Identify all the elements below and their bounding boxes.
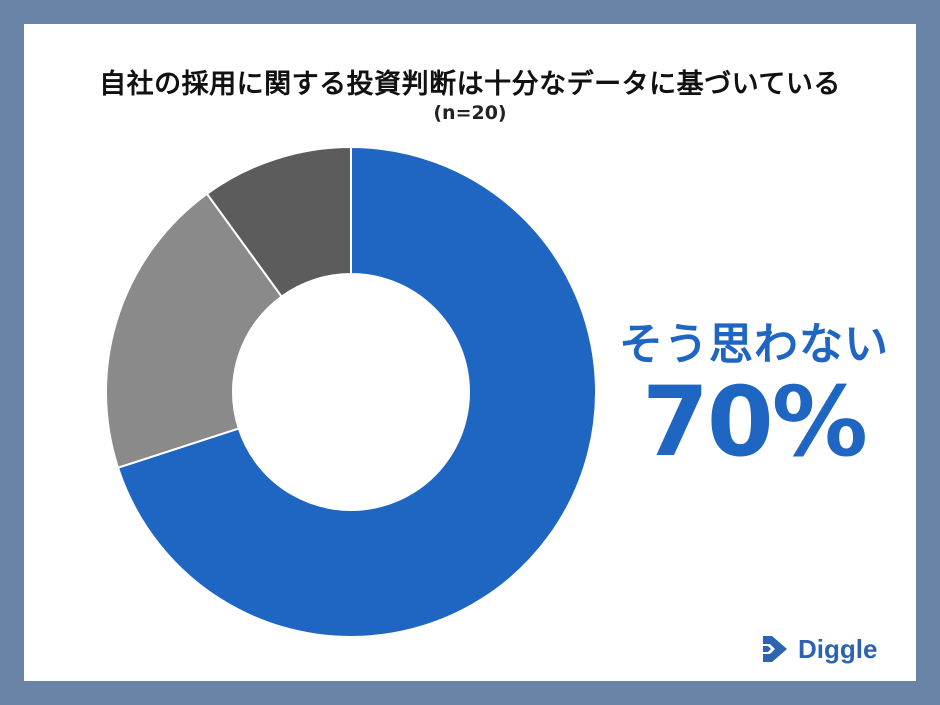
diggle-logo-icon — [763, 636, 787, 662]
donut-chart — [105, 145, 597, 638]
callout-value: 70% — [642, 366, 868, 478]
chart-subtitle: (n=20) — [433, 102, 507, 124]
chart-card: 自社の採用に関する投資判断は十分なデータに基づいている (n=20) そう思わな… — [24, 24, 916, 681]
brand-name: Diggle — [798, 633, 878, 664]
donut-slice-0 — [116, 145, 597, 638]
callout-label: そう思わない — [619, 319, 889, 370]
brand-logo: Diggle — [760, 632, 877, 666]
chart-title: 自社の採用に関する投資判断は十分なデータに基づいている — [99, 69, 841, 100]
donut-slice-1 — [105, 192, 284, 469]
donut-slice-2 — [205, 145, 352, 298]
